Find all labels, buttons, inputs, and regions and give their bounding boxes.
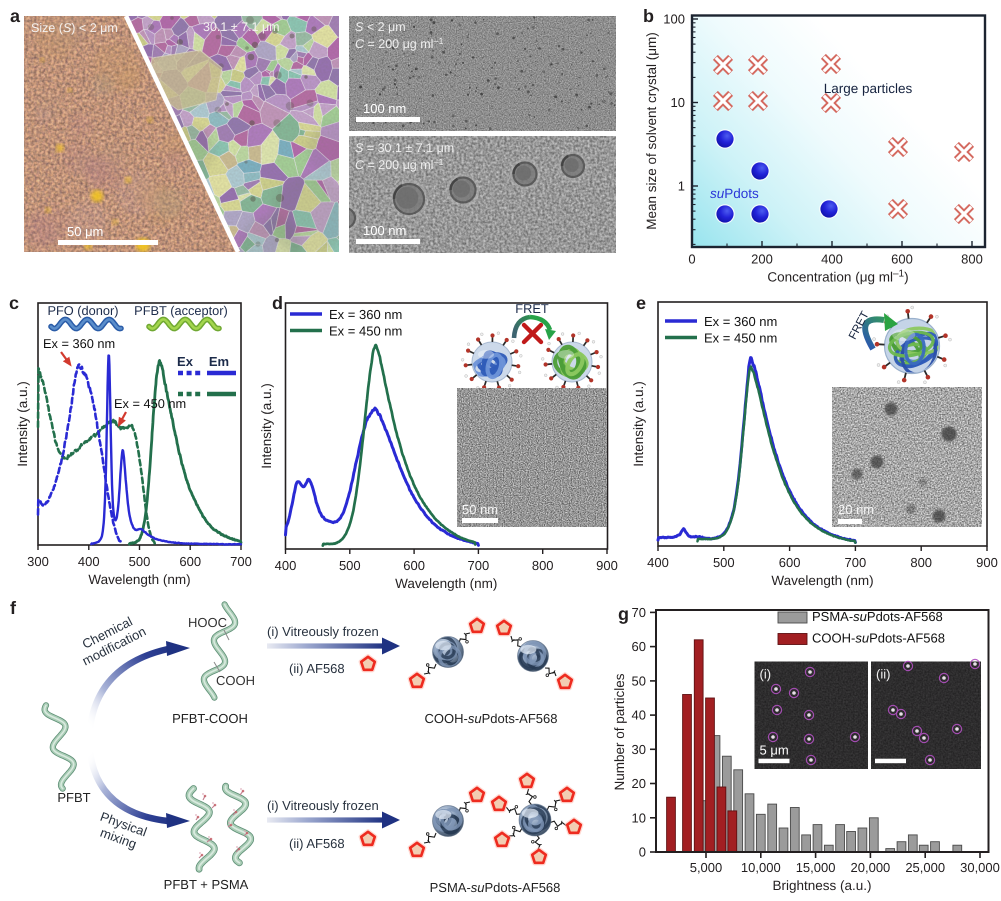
svg-text:PSMA-suPdots-AF568: PSMA-suPdots-AF568 — [430, 880, 561, 895]
svg-text:30,000: 30,000 — [960, 860, 1000, 875]
svg-text:Ex = 360 nm: Ex = 360 nm — [704, 314, 777, 329]
svg-text:Brightness (a.u.): Brightness (a.u.) — [772, 878, 871, 893]
svg-text:50 nm: 50 nm — [462, 502, 498, 517]
svg-text:(i) Vitreously frozen: (i) Vitreously frozen — [267, 624, 379, 639]
svg-text:PSMA-suPdots-AF568: PSMA-suPdots-AF568 — [812, 609, 943, 624]
svg-text:40: 40 — [632, 708, 646, 723]
svg-text:900: 900 — [976, 555, 998, 570]
svg-text:800: 800 — [961, 252, 983, 267]
svg-text:COOH: COOH — [216, 673, 255, 688]
svg-text:5,000: 5,000 — [690, 860, 723, 875]
svg-text:Em: Em — [209, 354, 229, 369]
svg-text:300: 300 — [27, 554, 49, 569]
svg-text:600: 600 — [891, 252, 913, 267]
svg-text:COOH-suPdots-AF568: COOH-suPdots-AF568 — [425, 711, 558, 726]
svg-text:600: 600 — [403, 558, 425, 573]
svg-text:5 μm: 5 μm — [760, 743, 789, 758]
svg-text:20 nm: 20 nm — [838, 502, 874, 517]
svg-text:0: 0 — [639, 845, 646, 860]
svg-text:10: 10 — [632, 810, 646, 825]
svg-text:Size (S) < 2 μm: Size (S) < 2 μm — [31, 21, 118, 35]
svg-text:PFBT: PFBT — [57, 790, 90, 805]
svg-text:50: 50 — [632, 673, 646, 688]
svg-text:20,000: 20,000 — [851, 860, 891, 875]
svg-text:a: a — [10, 6, 21, 26]
svg-text:c: c — [9, 293, 19, 313]
svg-text:b: b — [643, 6, 654, 26]
svg-text:700: 700 — [468, 558, 490, 573]
svg-text:600: 600 — [179, 554, 201, 569]
svg-text:700: 700 — [230, 554, 252, 569]
svg-text:PFBT-COOH: PFBT-COOH — [172, 711, 248, 726]
svg-text:(ii): (ii) — [876, 667, 890, 682]
svg-text:FRET: FRET — [515, 301, 549, 316]
svg-text:C = 200 μg ml–1: C = 200 μg ml–1 — [355, 157, 443, 172]
svg-text:Intensity (a.u.): Intensity (a.u.) — [259, 383, 274, 469]
svg-text:Ex = 360 nm: Ex = 360 nm — [329, 307, 402, 322]
svg-text:700: 700 — [845, 555, 867, 570]
svg-text:HOOC: HOOC — [188, 615, 227, 630]
svg-text:e: e — [636, 293, 646, 313]
svg-text:Concentration (μg ml–1): Concentration (μg ml–1) — [767, 269, 908, 285]
svg-text:60: 60 — [632, 639, 646, 654]
svg-text:20: 20 — [632, 776, 646, 791]
svg-text:400: 400 — [275, 558, 297, 573]
svg-text:PFBT + PSMA: PFBT + PSMA — [164, 877, 249, 892]
svg-text:Ex = 450 nm: Ex = 450 nm — [114, 396, 186, 411]
svg-text:Ex = 450 nm: Ex = 450 nm — [329, 324, 402, 339]
svg-text:Number of particles: Number of particles — [612, 673, 627, 790]
svg-text:Intensity (a.u.): Intensity (a.u.) — [631, 381, 646, 467]
svg-text:Large particles: Large particles — [824, 81, 913, 96]
svg-text:S = 30.1 ± 7.1 μm: S = 30.1 ± 7.1 μm — [355, 141, 454, 155]
svg-text:200: 200 — [751, 252, 773, 267]
svg-text:d: d — [272, 293, 283, 313]
svg-text:70: 70 — [632, 605, 646, 620]
svg-text:(i) Vitreously frozen: (i) Vitreously frozen — [267, 798, 379, 813]
svg-text:S < 2 μm: S < 2 μm — [355, 20, 406, 34]
svg-text:50 μm: 50 μm — [67, 224, 103, 239]
svg-text:400: 400 — [647, 555, 669, 570]
svg-text:100 nm: 100 nm — [363, 101, 406, 116]
svg-text:(ii) AF568: (ii) AF568 — [289, 661, 345, 676]
svg-text:400: 400 — [78, 554, 100, 569]
svg-text:800: 800 — [532, 558, 554, 573]
svg-text:PFBT (acceptor): PFBT (acceptor) — [134, 303, 228, 318]
svg-text:10: 10 — [671, 95, 685, 110]
svg-text:Wavelength (nm): Wavelength (nm) — [771, 573, 873, 588]
svg-text:15,000: 15,000 — [796, 860, 836, 875]
svg-text:Ex = 450 nm: Ex = 450 nm — [704, 331, 777, 346]
svg-text:1: 1 — [678, 179, 685, 194]
svg-text:suPdots: suPdots — [710, 186, 759, 201]
svg-text:500: 500 — [339, 558, 361, 573]
svg-text:25,000: 25,000 — [905, 860, 945, 875]
svg-text:Mean size of solvent crystal (: Mean size of solvent crystal (μm) — [644, 32, 659, 230]
svg-text:C = 200 μg ml–1: C = 200 μg ml–1 — [355, 36, 443, 51]
svg-text:30.1 ± 7.1 μm: 30.1 ± 7.1 μm — [203, 20, 280, 34]
svg-text:(i): (i) — [760, 667, 772, 682]
svg-text:PFO (donor): PFO (donor) — [47, 303, 118, 318]
svg-text:0: 0 — [688, 252, 695, 267]
svg-text:(ii) AF568: (ii) AF568 — [289, 836, 345, 851]
svg-text:Intensity (a.u.): Intensity (a.u.) — [15, 381, 30, 467]
svg-text:Ex = 360 nm: Ex = 360 nm — [43, 336, 115, 351]
svg-text:COOH-suPdots-AF568: COOH-suPdots-AF568 — [812, 631, 945, 646]
svg-text:900: 900 — [596, 558, 618, 573]
svg-text:Wavelength (nm): Wavelength (nm) — [395, 576, 497, 591]
svg-text:400: 400 — [821, 252, 843, 267]
svg-text:100 nm: 100 nm — [363, 223, 406, 238]
svg-text:30: 30 — [632, 742, 646, 757]
svg-text:g: g — [618, 604, 629, 624]
svg-text:f: f — [10, 598, 17, 618]
svg-text:800: 800 — [910, 555, 932, 570]
svg-text:600: 600 — [779, 555, 801, 570]
svg-text:500: 500 — [129, 554, 151, 569]
svg-text:100: 100 — [663, 12, 685, 27]
svg-text:500: 500 — [713, 555, 735, 570]
svg-text:Ex: Ex — [177, 354, 194, 369]
svg-text:10,000: 10,000 — [741, 860, 781, 875]
svg-text:Wavelength (nm): Wavelength (nm) — [88, 572, 190, 587]
